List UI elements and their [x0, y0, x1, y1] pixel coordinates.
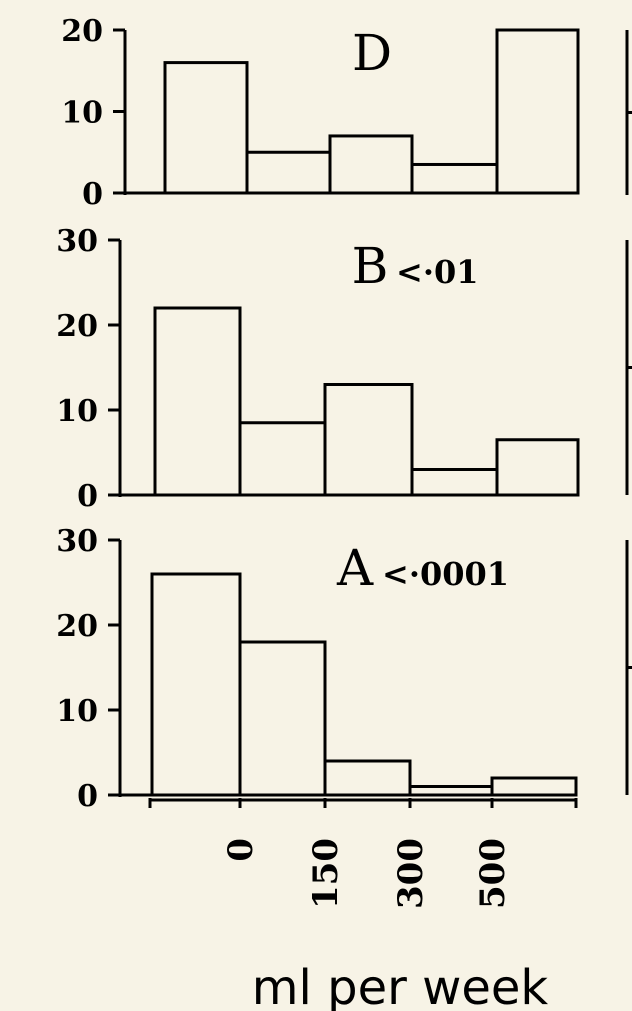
y-tick-label: 0	[77, 779, 98, 814]
y-tick-label: 10	[61, 96, 103, 131]
y-tick-label: 30	[56, 524, 98, 559]
y-tick-label: 20	[61, 14, 103, 49]
histogram-bar	[408, 785, 494, 797]
histogram-bar	[150, 572, 242, 797]
histogram-bar	[323, 383, 414, 497]
histogram-bar	[495, 438, 580, 497]
panel-b: 0 10 20 30 B <·01	[56, 224, 580, 514]
y-tick-label: 0	[77, 479, 98, 514]
histogram-bar	[163, 61, 249, 195]
histogram-bar	[410, 468, 499, 497]
panel-title: A	[336, 539, 374, 597]
panel-a: 0 10 20 30 A <·0001	[56, 524, 578, 814]
y-tick-label: 0	[82, 177, 103, 212]
histogram-bar	[495, 28, 580, 195]
histogram-bar	[410, 162, 499, 195]
x-tick-label: 150	[306, 838, 346, 909]
y-tick-label: 30	[56, 224, 98, 259]
x-tick-label: 300	[391, 838, 431, 909]
panel-title: D	[352, 24, 392, 82]
histogram-bar	[238, 421, 327, 497]
x-axis: 0 150 300 500	[148, 798, 578, 909]
y-tick-label: 10	[56, 394, 98, 429]
panels-group: 0 10 20 D 0 10 20 30 B <·01 0 10 20 30 A <·0001	[56, 14, 580, 814]
histogram-bar	[490, 776, 578, 797]
panel-d: 0 10 20 D	[61, 14, 580, 212]
y-tick-label: 20	[56, 309, 98, 344]
histogram-bar	[328, 134, 414, 195]
histogram-bar	[323, 759, 412, 797]
p-value-label: <·0001	[382, 555, 509, 593]
adjacent-panels-edge	[625, 30, 632, 795]
x-axis-label: ml per week	[252, 960, 549, 1011]
histogram-bar	[238, 640, 327, 797]
y-tick-label: 10	[56, 694, 98, 729]
p-value-label: <·01	[396, 253, 478, 291]
panel-title: B	[352, 237, 389, 295]
histogram-bar	[245, 150, 332, 195]
histogram-bar	[153, 306, 242, 497]
x-tick-label: 500	[473, 838, 513, 909]
x-tick-label: 0	[221, 838, 261, 862]
y-tick-label: 20	[56, 609, 98, 644]
